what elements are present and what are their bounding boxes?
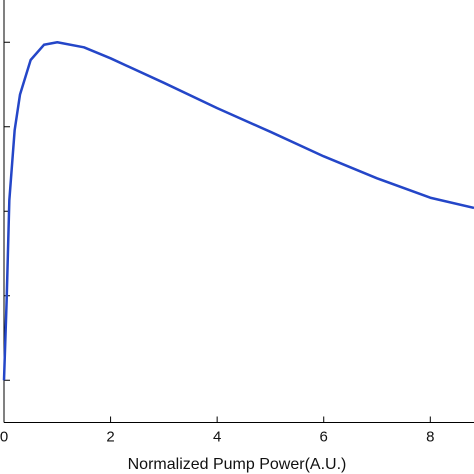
x-tick-label: 2 [106,428,114,445]
x-axis-label: Normalized Pump Power(A.U.) [128,456,347,473]
x-tick-label: 0 [0,428,8,445]
x-tick-label: 8 [426,428,434,445]
x-tick-label: 6 [320,428,328,445]
line [2,41,474,381]
x-tick-label: 4 [213,428,221,445]
